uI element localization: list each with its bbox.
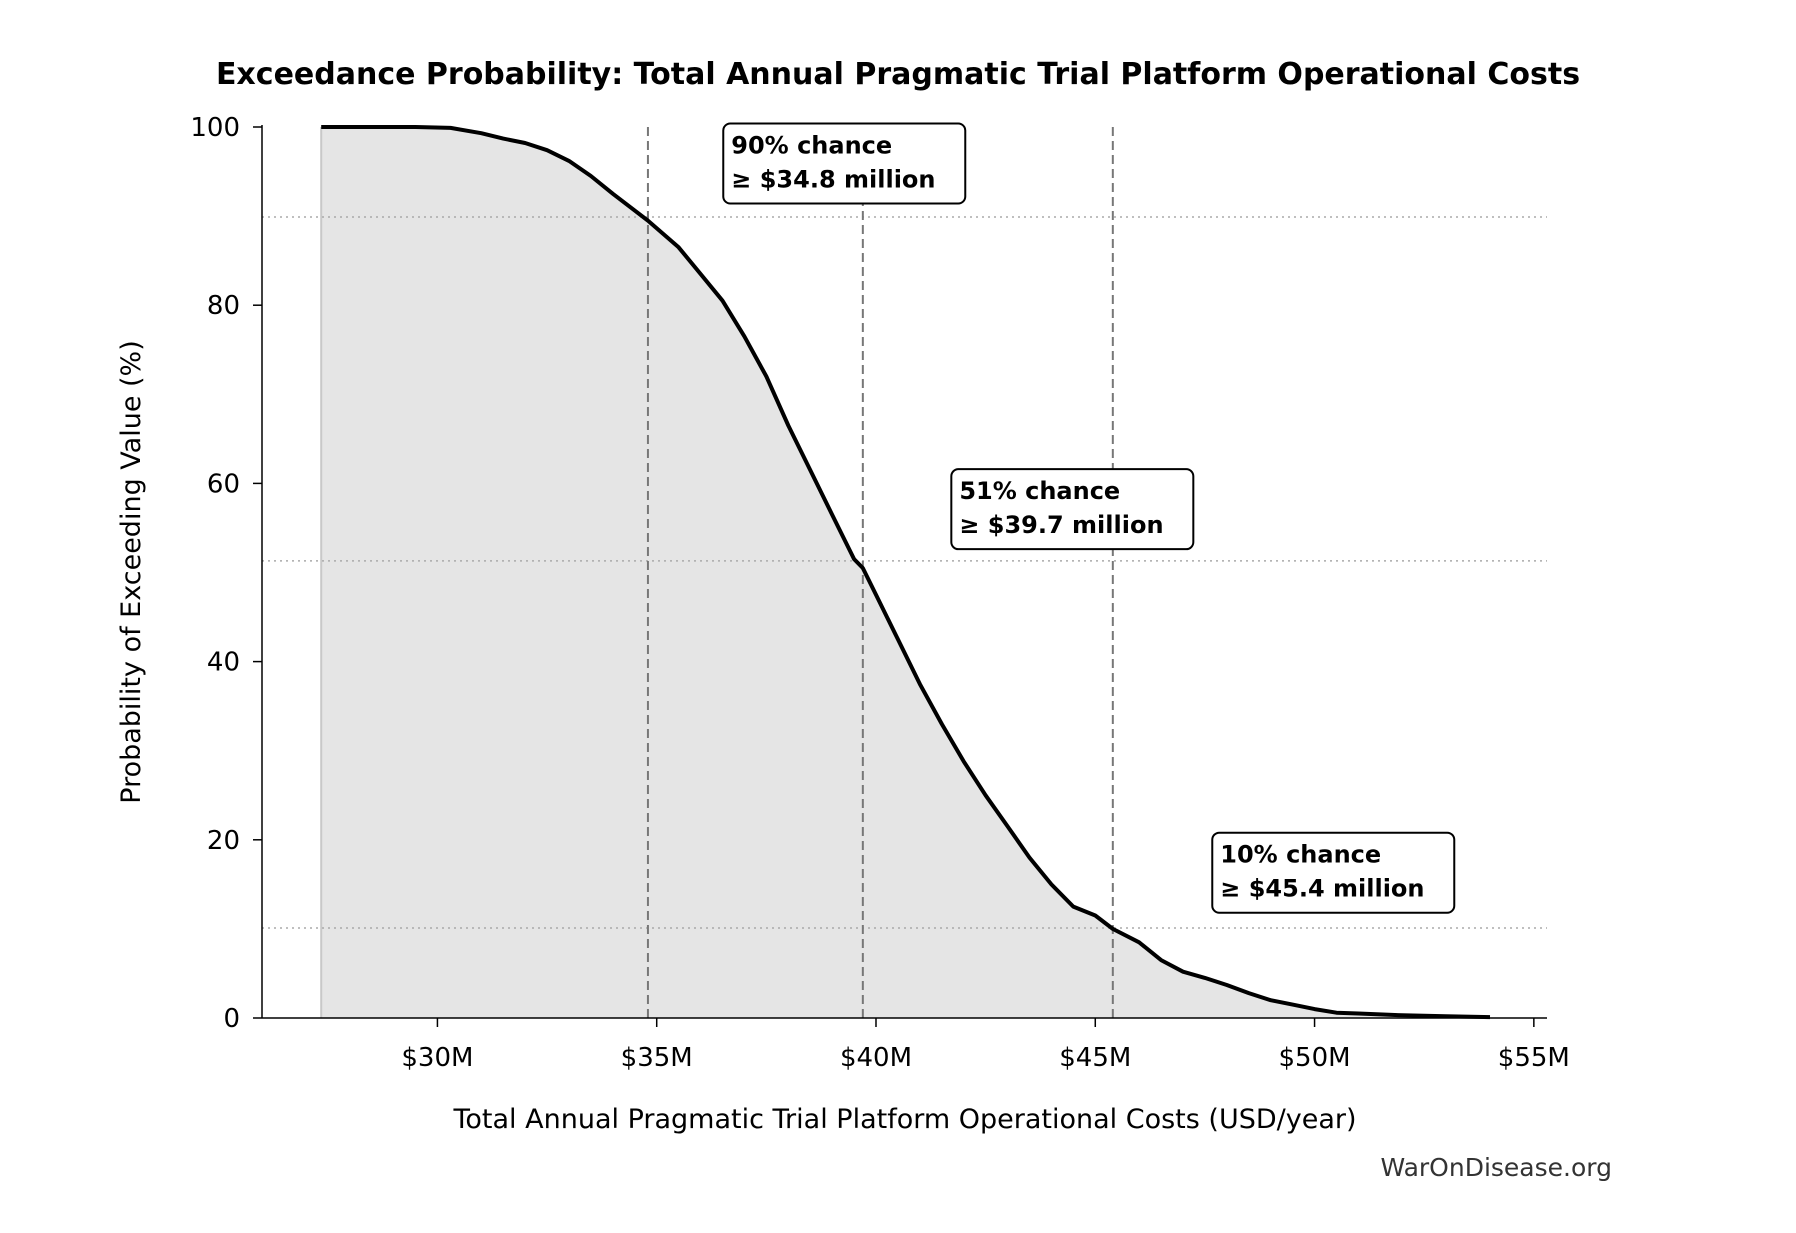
annotation-line1-1: 51% chance — [959, 477, 1120, 505]
y-tick-label: 20 — [207, 826, 240, 856]
exceedance-curve — [321, 125, 1491, 1020]
y-tick-label: 60 — [207, 469, 240, 499]
x-tick-label: $50M — [1279, 1043, 1351, 1073]
x-tick-label: $55M — [1498, 1043, 1570, 1073]
annotation-line2-0: ≥ $34.8 million — [731, 165, 935, 193]
annotation-box-0 — [722, 122, 967, 205]
annotation-line2-2: ≥ $45.4 million — [1220, 875, 1424, 903]
y-tick-label: 0 — [223, 1004, 240, 1034]
annotation-box-1 — [950, 468, 1195, 551]
x-axis-label: Total Annual Pragmatic Trial Platform Op… — [453, 1104, 1357, 1135]
watermark: WarOnDisease.org — [1380, 1153, 1612, 1182]
y-axis-label: Probability of Exceeding Value (%) — [116, 340, 147, 803]
plot-area: $30M $35M $40M $45M $50M $55M 0 20 40 60 80 100 90% … — [190, 113, 1570, 1073]
y-tick-label: 40 — [207, 648, 240, 678]
y-tick-label: 80 — [207, 291, 240, 321]
exceedance-area — [321, 127, 1491, 1018]
x-tick-label: $45M — [1059, 1043, 1131, 1073]
x-tick-label: $30M — [401, 1043, 473, 1073]
annotation-line2-1: ≥ $39.7 million — [959, 511, 1163, 539]
annotation-box-2 — [1211, 831, 1456, 914]
annotation-line1-2: 10% chance — [1220, 841, 1381, 869]
y-tick-label: 100 — [190, 113, 240, 143]
x-tick-label: $35M — [621, 1043, 693, 1073]
annotation-line1-0: 90% chance — [731, 131, 892, 159]
x-tick-label: $40M — [840, 1043, 912, 1073]
chart-title: Exceedance Probability: Total Annual Pra… — [216, 57, 1580, 92]
